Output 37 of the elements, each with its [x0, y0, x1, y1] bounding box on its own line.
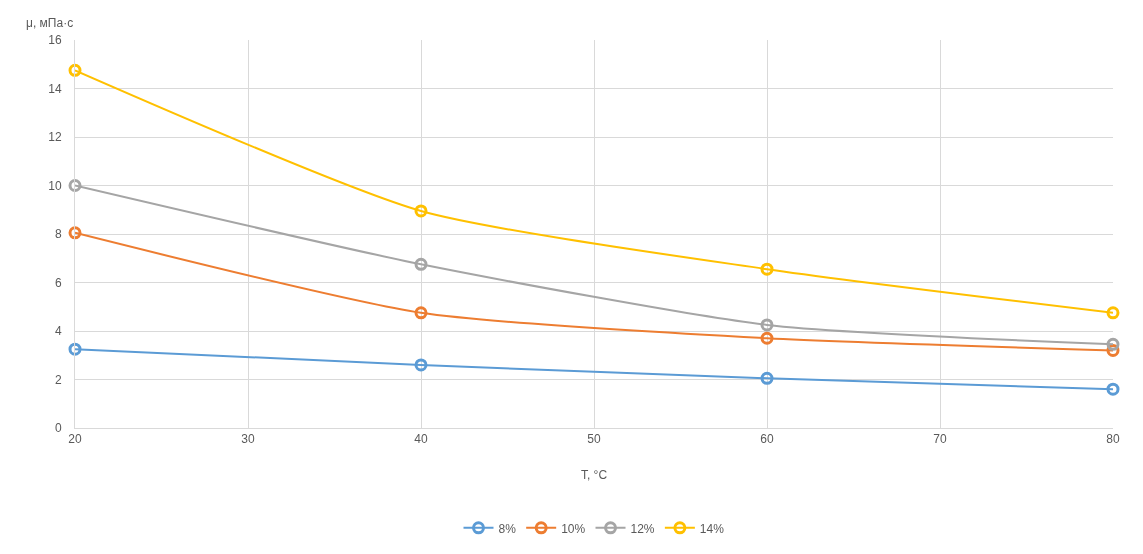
y-tick-label: 14 — [48, 81, 62, 96]
point — [414, 257, 428, 271]
y-tick-label: 6 — [54, 275, 62, 290]
legend-label: 10% — [561, 521, 586, 536]
point — [760, 371, 774, 385]
y-axis-title: μ, мПа·с — [26, 16, 74, 30]
x-tick-label: 20 — [68, 432, 82, 447]
point — [68, 342, 82, 356]
x-tick-label: 50 — [587, 432, 601, 447]
y-tick-label: 10 — [48, 178, 62, 193]
y-tick-label: 16 — [48, 33, 62, 48]
point — [1106, 337, 1120, 351]
point — [760, 262, 774, 276]
point — [1106, 306, 1120, 320]
y-tick-label: 12 — [48, 130, 62, 145]
x-tick-label: 40 — [414, 432, 428, 447]
point — [760, 318, 774, 332]
x-tick-label: 30 — [241, 432, 255, 447]
legend-label: 12% — [630, 521, 655, 536]
point — [414, 204, 428, 218]
point — [760, 331, 774, 345]
y-tick-label: 4 — [54, 324, 62, 339]
point — [414, 358, 428, 372]
x-tick-label: 60 — [760, 432, 774, 447]
y-tick-label: 8 — [54, 227, 62, 242]
x-tick-label: 70 — [933, 432, 947, 447]
x-tick-label: 80 — [1106, 432, 1120, 447]
point — [68, 179, 82, 192]
point — [1106, 382, 1120, 396]
legend-label: 8% — [498, 521, 517, 536]
y-tick-label: 2 — [54, 372, 62, 387]
point — [68, 63, 82, 77]
y-tick-label: 0 — [54, 421, 62, 436]
point — [414, 306, 428, 320]
legend-label: 14% — [699, 521, 725, 536]
point — [68, 226, 82, 240]
x-axis-title: T, °C — [580, 468, 608, 483]
